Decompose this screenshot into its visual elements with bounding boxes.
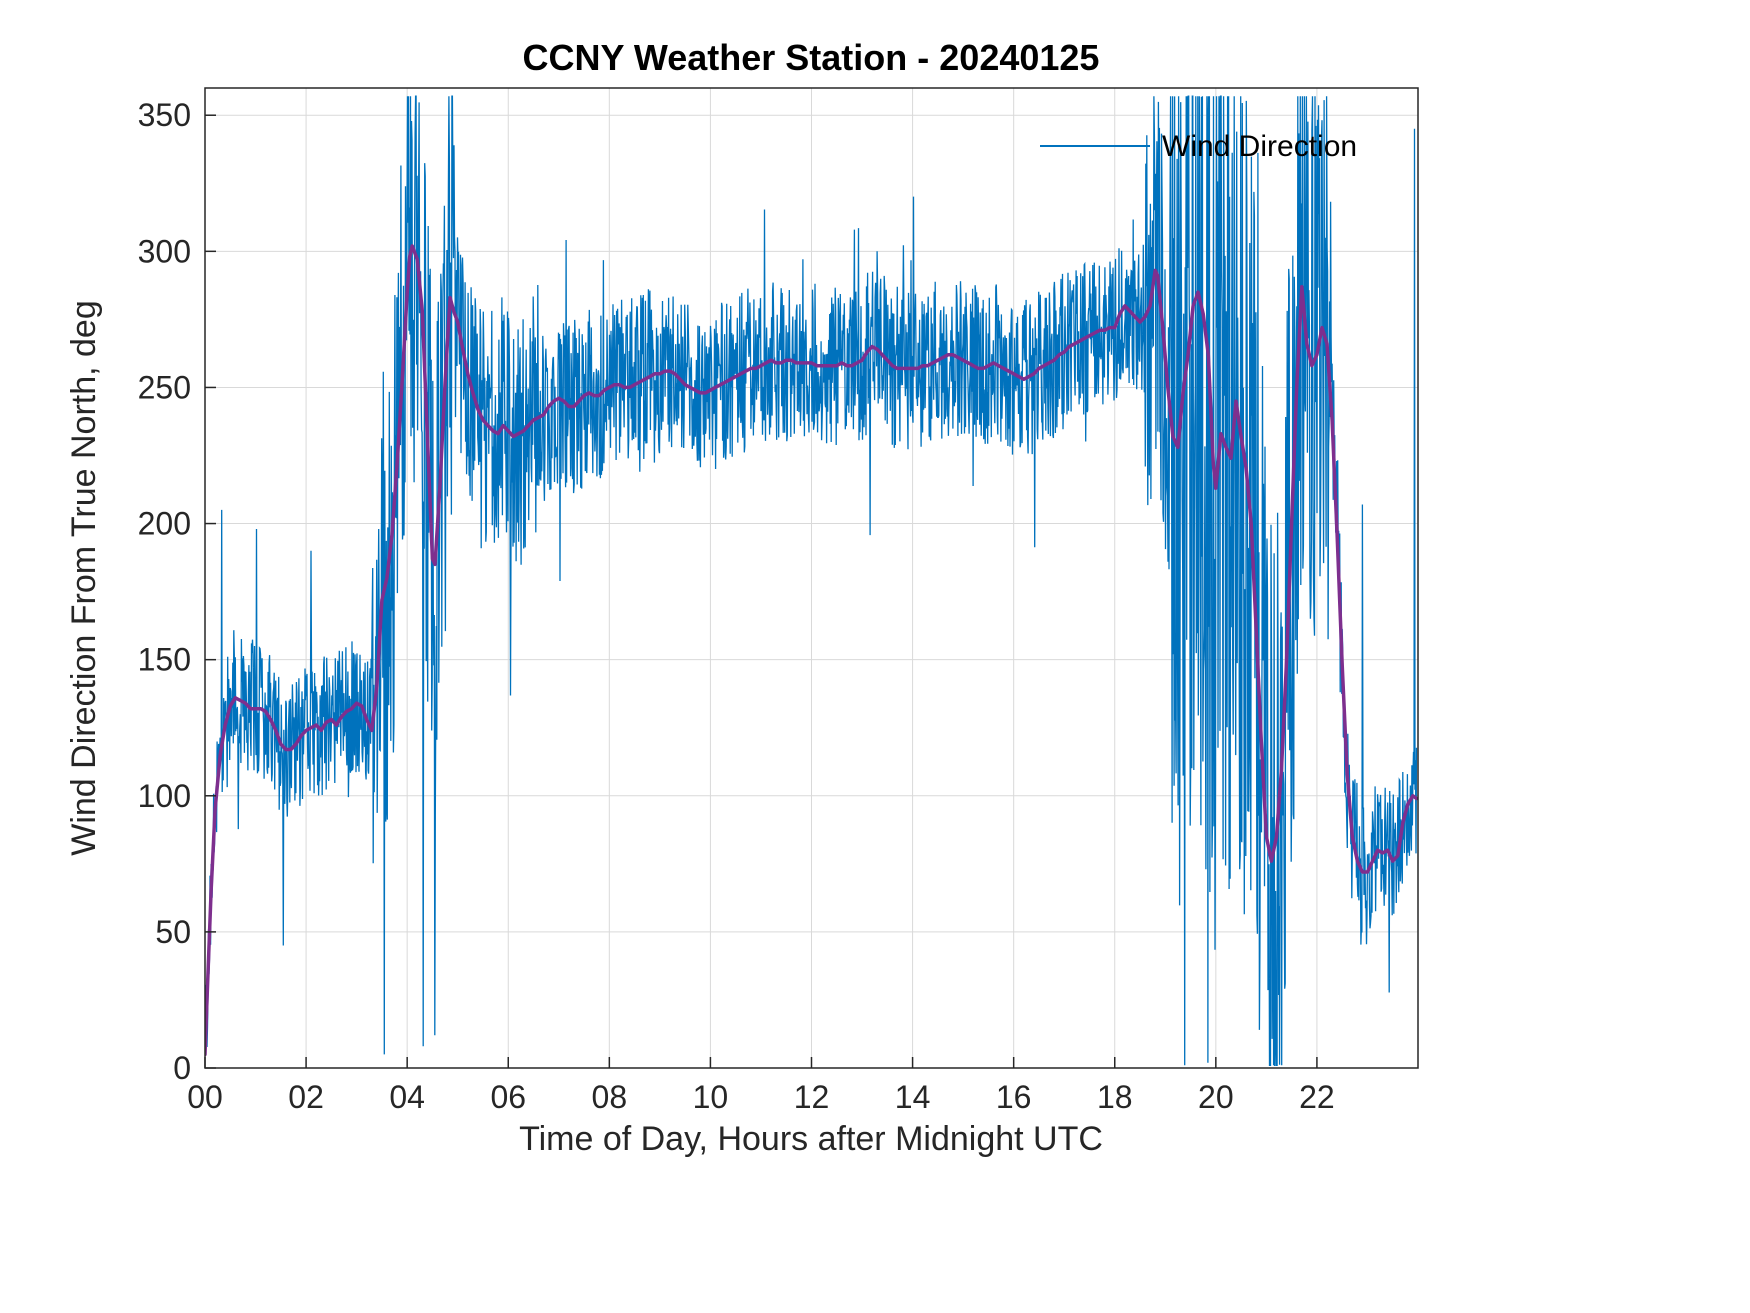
legend-entry-label: Wind Direction (1162, 130, 1357, 163)
x-tick-label: 18 (1097, 1079, 1133, 1115)
x-tick-label: 20 (1198, 1079, 1234, 1115)
x-tick-label: 02 (288, 1079, 324, 1115)
x-tick-label: 04 (389, 1079, 425, 1115)
x-tick-label: 12 (794, 1079, 830, 1115)
axes: 00 02 04 06 08 10 12 14 16 18 20 22 0 50 100 150 200 250 3… (138, 87, 1419, 1115)
x-tick-label: 14 (895, 1079, 931, 1115)
y-tick-label: 300 (138, 233, 191, 269)
wind-direction-raw-series (205, 95, 1418, 1066)
legend: Wind Direction (1040, 130, 1357, 163)
x-tick-label: 00 (187, 1079, 223, 1115)
x-tick-label: 08 (592, 1079, 628, 1115)
x-axis-label: Time of Day, Hours after Midnight UTC (519, 1120, 1103, 1158)
x-tick-label: 10 (693, 1079, 729, 1115)
y-tick-label: 250 (138, 369, 191, 405)
y-tick-label: 350 (138, 97, 191, 133)
wind-direction-smoothed-series (205, 244, 1418, 1057)
chart-title: CCNY Weather Station - 20240125 (523, 37, 1100, 78)
y-tick-label: 200 (138, 506, 191, 542)
x-tick-label: 22 (1299, 1079, 1335, 1115)
x-tick-label: 06 (490, 1079, 526, 1115)
x-tick-label: 16 (996, 1079, 1032, 1115)
y-tick-label: 100 (138, 778, 191, 814)
y-tick-label: 50 (155, 914, 191, 950)
y-axis-label: Wind Direction From True North, deg (65, 300, 103, 856)
y-tick-label: 150 (138, 642, 191, 678)
y-tick-label: 0 (173, 1050, 191, 1086)
